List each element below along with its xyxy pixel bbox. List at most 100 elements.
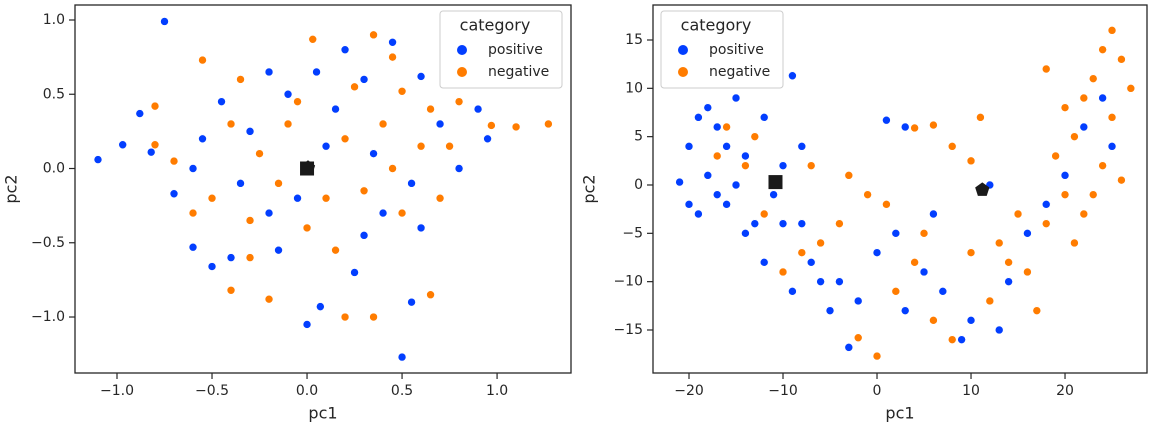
x-tick-label: −10: [768, 383, 798, 399]
point: [769, 190, 778, 199]
point: [454, 97, 464, 106]
point: [388, 52, 397, 62]
x-tick-label: 1.0: [486, 383, 508, 399]
point: [274, 179, 283, 188]
point: [741, 161, 750, 170]
legend-label: positive: [488, 42, 543, 58]
point: [759, 113, 769, 122]
point: [1060, 190, 1070, 199]
point: [731, 180, 741, 190]
point: [293, 193, 302, 203]
point: [255, 149, 264, 158]
point: [435, 119, 445, 129]
point: [684, 142, 694, 151]
point: [929, 209, 938, 219]
point: [350, 268, 359, 277]
point: [722, 200, 731, 209]
x-tick-label: −1.0: [100, 383, 134, 399]
point: [245, 216, 255, 225]
point: [146, 147, 156, 157]
axes-frame: [74, 4, 572, 374]
point: [407, 179, 416, 188]
point: [1023, 267, 1032, 277]
legend-box: [439, 10, 563, 89]
point: [283, 89, 293, 99]
point: [722, 122, 731, 132]
point: [1004, 258, 1013, 267]
point: [1088, 190, 1098, 199]
point: [340, 312, 350, 322]
x-tick-label: 10: [962, 383, 980, 399]
point: [226, 119, 236, 129]
point: [835, 277, 844, 286]
point: [703, 171, 713, 180]
y-tick-label: 0.5: [43, 86, 65, 102]
point: [359, 231, 369, 240]
point: [321, 141, 331, 151]
point: [1070, 132, 1079, 141]
point: [340, 45, 350, 55]
point: [1098, 93, 1107, 103]
point: [426, 104, 435, 114]
centroid: [768, 175, 783, 190]
point: [511, 122, 521, 132]
point: [712, 122, 722, 132]
point: [1098, 161, 1107, 170]
point: [245, 253, 255, 262]
point: [778, 219, 788, 228]
point: [825, 306, 835, 315]
point: [900, 122, 910, 132]
legend-label: negative: [488, 64, 549, 80]
y-tick-label: −5: [622, 225, 643, 241]
point: [853, 333, 863, 343]
point: [93, 155, 103, 164]
y-tick-label: 0: [634, 177, 643, 193]
point: [397, 208, 407, 218]
point: [150, 101, 160, 111]
point: [369, 312, 378, 322]
point: [957, 335, 966, 344]
point: [312, 67, 321, 77]
point: [226, 285, 236, 295]
point: [1004, 277, 1013, 286]
point: [1060, 103, 1070, 112]
point: [675, 177, 684, 187]
point: [426, 290, 435, 300]
point: [966, 156, 976, 166]
point: [188, 242, 198, 252]
point: [976, 113, 985, 122]
point: [1117, 55, 1126, 64]
point: [844, 343, 854, 352]
legend-marker: [678, 67, 688, 77]
point: [797, 248, 807, 257]
point: [994, 238, 1004, 248]
point: [369, 30, 378, 40]
point: [947, 142, 957, 151]
x-axis-label: pc1: [308, 404, 337, 423]
point: [731, 93, 741, 103]
x-tick-label: −20: [674, 383, 704, 399]
point: [302, 223, 312, 233]
point: [236, 75, 245, 84]
point: [369, 149, 378, 158]
point: [806, 258, 816, 267]
point: [245, 127, 255, 136]
point: [407, 297, 416, 307]
point: [169, 189, 179, 199]
point: [919, 229, 929, 238]
point: [797, 219, 807, 228]
x-tick-label: 20: [1056, 383, 1074, 399]
point: [340, 134, 350, 144]
point: [919, 267, 929, 277]
point: [778, 161, 788, 170]
point: [378, 208, 388, 218]
y-tick-label: −0.5: [31, 235, 65, 251]
point: [473, 104, 483, 114]
legend-title: category: [681, 16, 752, 35]
point: [274, 245, 283, 255]
point: [1032, 306, 1042, 315]
y-axis-label: pc2: [580, 174, 599, 203]
point: [454, 164, 464, 173]
point: [1117, 175, 1126, 185]
point: [788, 71, 797, 81]
